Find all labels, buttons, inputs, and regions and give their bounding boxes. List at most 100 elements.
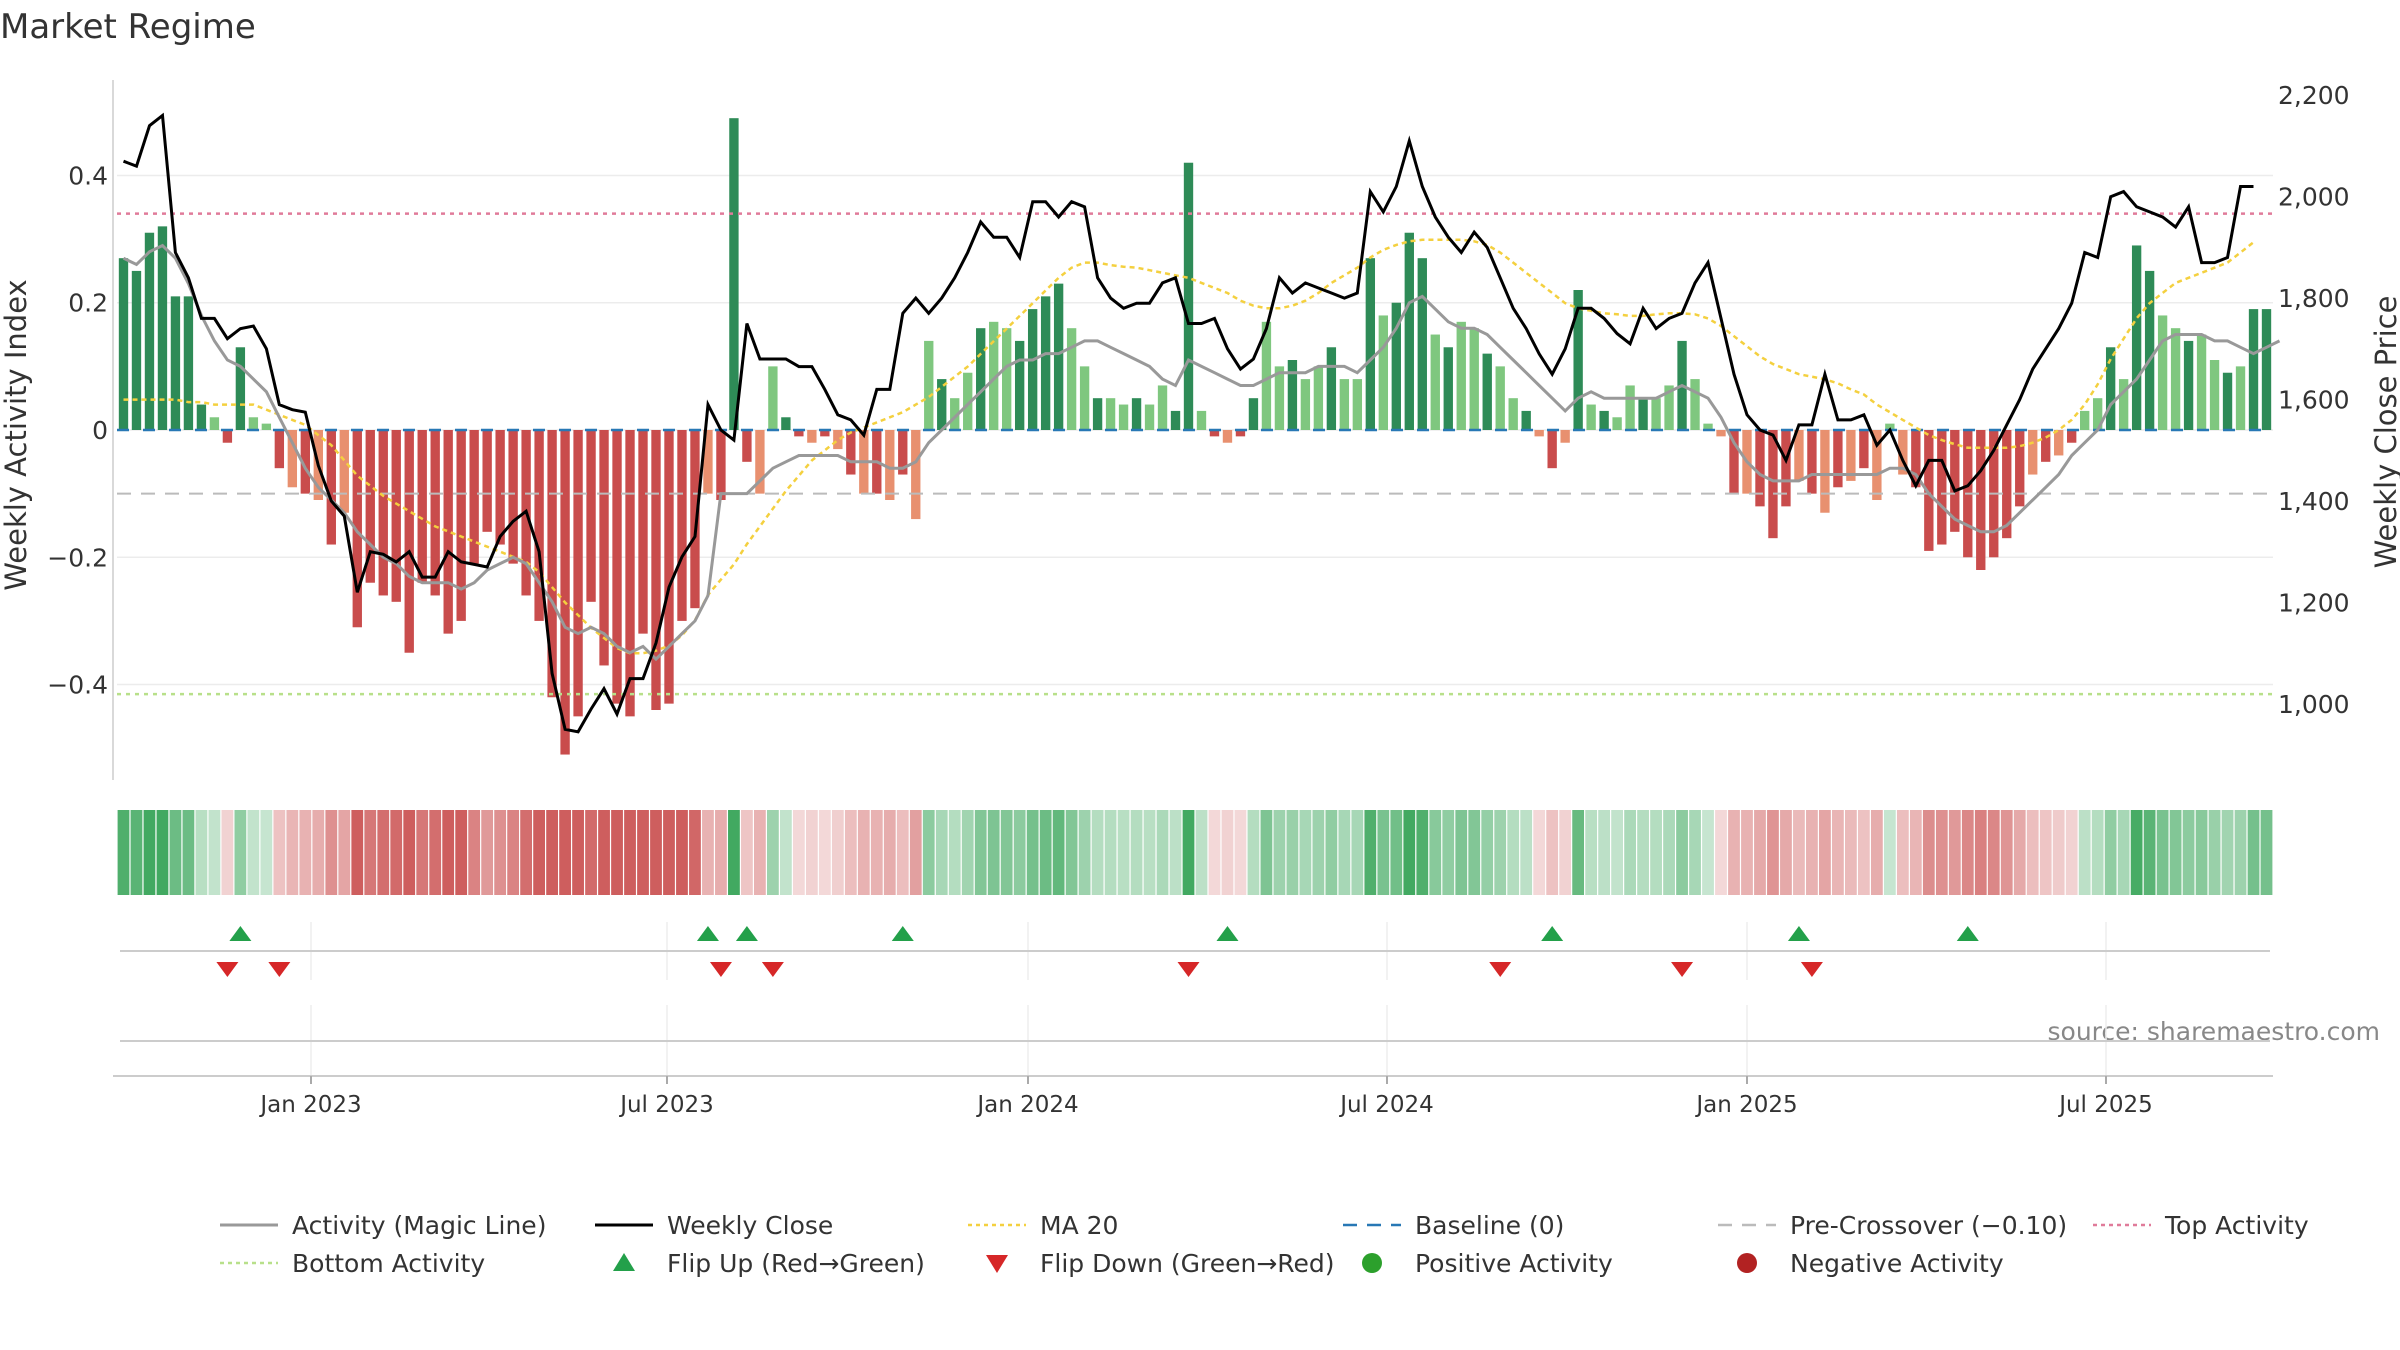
activity-bar <box>1937 430 1947 545</box>
regime-strip-cell <box>1377 810 1390 895</box>
activity-bar <box>326 430 336 545</box>
flip-down-marker <box>268 962 291 977</box>
activity-bar <box>1404 232 1414 430</box>
activity-bar <box>1547 430 1557 469</box>
regime-strip-cell <box>117 810 130 895</box>
activity-bar <box>417 430 427 583</box>
activity-bar <box>352 430 362 628</box>
regime-strip-cell <box>1481 810 1494 895</box>
activity-bar <box>404 430 414 653</box>
regime-strip-cell <box>312 810 325 895</box>
flip-up-marker <box>1541 926 1564 941</box>
regime-strip-cell <box>1754 810 1766 895</box>
activity-bar <box>1950 430 1960 532</box>
regime-strip-cell <box>1156 810 1169 895</box>
regime-strip-cell <box>2104 810 2117 895</box>
activity-bar <box>222 430 233 443</box>
activity-bar <box>638 430 648 634</box>
activity-bar <box>1443 347 1453 430</box>
regime-strip-cell <box>1572 810 1585 895</box>
activity-bar <box>300 430 311 494</box>
regime-strip-cell <box>1546 810 1559 895</box>
activity-bar <box>1183 162 1194 430</box>
y-left-tick-label: −0.4 <box>47 671 108 700</box>
legend-item: Bottom Activity <box>220 1249 485 1278</box>
magic-line <box>122 243 2281 662</box>
regime-strip-cell <box>2143 810 2156 895</box>
regime-strip-cell <box>754 810 766 895</box>
y-right-tick-label: 2,200 <box>2278 81 2350 110</box>
activity-bar <box>1690 379 1700 430</box>
regime-strip-cell <box>1403 810 1416 895</box>
activity-bar <box>365 430 375 583</box>
activity-bar <box>2092 398 2103 430</box>
activity-bar <box>1339 379 1350 430</box>
regime-strip-cell <box>805 810 818 895</box>
regime-strip-cell <box>1909 810 1922 895</box>
activity-bar <box>2222 372 2233 430</box>
regime-strip-cell <box>1961 810 1974 895</box>
activity-bar <box>833 430 843 450</box>
y-right-tick-label: 2,000 <box>2278 183 2350 212</box>
activity-bar <box>1261 321 1272 430</box>
activity-bar <box>1417 258 1427 430</box>
activity-bar <box>742 430 752 462</box>
regime-strip-cell <box>1260 810 1273 895</box>
activity-bar <box>2041 430 2051 462</box>
regime-strip-cell <box>766 810 779 895</box>
regime-strip-cell <box>1922 810 1935 895</box>
plot-area: 0.4 0.2 0 −0.2 −0.4 2,200 2,000 1,800 1,600 1,400… <box>47 80 2350 1118</box>
activity-bar <box>2235 366 2246 430</box>
regime-strip-cell <box>857 810 870 895</box>
flip-down-marker <box>216 962 239 977</box>
activity-bar <box>1313 366 1324 430</box>
regime-strip-cell <box>1013 810 1026 895</box>
flip-down-marker <box>1671 962 1694 977</box>
x-tick-label: Jan 2025 <box>1694 1092 1797 1118</box>
regime-strip-cell <box>909 810 922 895</box>
activity-bar <box>1001 328 1012 430</box>
activity-bar <box>781 417 791 430</box>
regime-strip-cell <box>2221 810 2234 895</box>
activity-bar <box>1482 353 1492 430</box>
regime-strip-cell <box>1819 810 1831 895</box>
activity-bar <box>261 423 272 430</box>
regime-strip-cell <box>1844 810 1857 895</box>
activity-bar <box>2079 410 2090 430</box>
chart-title: Market Regime <box>0 7 256 47</box>
flip-up-marker <box>1787 926 1810 941</box>
regime-strip-cell <box>130 810 143 895</box>
regime-strip-cell <box>1624 810 1636 895</box>
regime-strip-cell <box>1351 810 1364 895</box>
activity-bar <box>1508 398 1518 430</box>
regime-strip-cell <box>2065 810 2078 895</box>
activity-bar <box>1885 423 1895 430</box>
regime-strip-cell <box>935 810 948 895</box>
regime-strip-cell <box>520 810 533 895</box>
activity-bar <box>1391 302 1401 430</box>
regime-strip-cell <box>1338 810 1351 895</box>
activity-bar <box>703 430 713 494</box>
activity-bar <box>2131 245 2142 430</box>
activity-bar <box>1664 385 1674 430</box>
regime-strip-cell <box>351 810 364 895</box>
activity-bar <box>1820 430 1830 513</box>
regime-strip-cell <box>468 810 481 895</box>
regime-strip-cell <box>390 810 403 895</box>
regime-strip-cell <box>728 810 740 895</box>
regime-strip-cell <box>1247 810 1260 895</box>
activity-bar <box>1560 430 1570 443</box>
flip-down-marker <box>709 962 732 977</box>
regime-strip-cell <box>1611 810 1624 895</box>
activity-bar <box>1118 404 1129 430</box>
activity-bar <box>274 430 285 469</box>
regime-strip-cell <box>2247 810 2260 895</box>
activity-bar <box>1703 423 1713 430</box>
regime-strip-cell <box>182 810 195 895</box>
activity-bar <box>1430 334 1440 430</box>
flip-down-marker <box>1489 962 1512 977</box>
activity-bar <box>1209 430 1220 437</box>
activity-bar <box>1911 430 1921 488</box>
y-right-tick-label: 1,800 <box>2278 284 2350 313</box>
regime-strip-cell <box>1780 810 1792 895</box>
